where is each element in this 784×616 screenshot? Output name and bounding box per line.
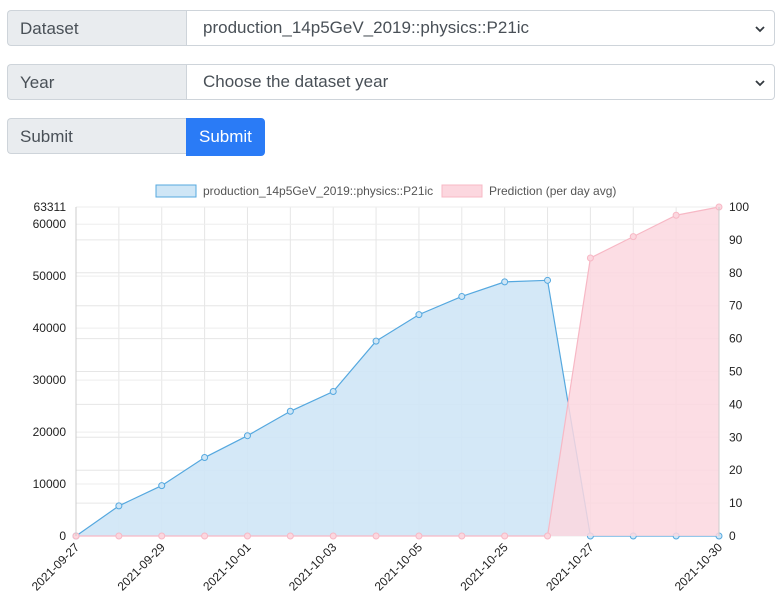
- right-axis-tick-label: 30: [729, 430, 743, 444]
- data-point: [372, 532, 380, 540]
- right-axis-tick-label: 0: [729, 529, 736, 543]
- dataset-label: Dataset: [7, 10, 186, 46]
- data-point: [286, 532, 294, 540]
- right-axis-tick-label: 20: [729, 463, 743, 477]
- data-point: [544, 276, 552, 284]
- left-axis-tick-label: 10000: [33, 477, 67, 491]
- data-point: [158, 532, 166, 540]
- x-axis-tick-label: 2021-10-05: [372, 540, 426, 594]
- left-axis-tick-label: 20000: [33, 425, 67, 439]
- x-axis-tick-label: 2021-10-01: [200, 540, 254, 594]
- data-point: [415, 532, 423, 540]
- dataset-row: Dataset production_14p5GeV_2019::physics…: [7, 10, 775, 48]
- data-point: [243, 432, 251, 440]
- left-axis-tick-label: 30000: [33, 373, 67, 387]
- left-axis-tick-label: 60000: [33, 217, 67, 231]
- chevron-down-icon: [755, 80, 765, 87]
- left-axis-tick-label: 40000: [33, 321, 67, 335]
- data-point: [458, 532, 466, 540]
- chevron-down-icon: [755, 26, 765, 33]
- legend-label-1: production_14p5GeV_2019::physics::P21ic: [203, 184, 433, 198]
- right-axis-tick-label: 90: [729, 233, 743, 247]
- right-axis-tick-label: 100: [729, 200, 749, 214]
- year-select[interactable]: Choose the dataset year: [186, 64, 775, 100]
- right-axis-tick-label: 60: [729, 332, 743, 346]
- x-axis-tick-label: 2021-10-25: [457, 540, 511, 594]
- legend-swatch-2: [441, 184, 483, 198]
- data-point: [243, 532, 251, 540]
- x-axis-tick-label: 2021-09-27: [29, 540, 83, 594]
- submit-button[interactable]: Submit: [186, 118, 265, 156]
- dataset-select-value: production_14p5GeV_2019::physics::P21ic: [203, 18, 530, 37]
- right-axis-tick-label: 80: [729, 266, 743, 280]
- left-axis-tick-label: 63311: [34, 200, 67, 214]
- right-axis-tick-label: 70: [729, 299, 743, 313]
- x-axis-tick-label: 2021-10-30: [672, 540, 726, 594]
- data-point: [201, 532, 209, 540]
- series-area-2: [76, 207, 719, 536]
- year-select-value: Choose the dataset year: [203, 72, 389, 91]
- right-axis-tick-label: 50: [729, 365, 743, 379]
- legend-label-2: Prediction (per day avg): [489, 184, 616, 198]
- data-point: [458, 292, 466, 300]
- series-line-2: [76, 206, 720, 537]
- right-axis-tick-label: 10: [729, 496, 743, 510]
- year-row: Year Choose the dataset year: [7, 64, 775, 102]
- legend-swatch-1: [155, 184, 197, 198]
- left-axis-tick-label: 50000: [33, 269, 67, 283]
- data-point: [629, 233, 637, 241]
- data-point: [586, 254, 594, 262]
- dataset-chart: production_14p5GeV_2019::physics::P21ic P…: [29, 184, 750, 594]
- submit-label: Submit: [7, 118, 186, 154]
- data-point: [329, 532, 337, 540]
- data-point: [201, 454, 209, 462]
- data-point: [115, 532, 123, 540]
- data-point: [329, 388, 337, 396]
- data-point: [158, 482, 166, 490]
- submit-row: Submit Submit: [7, 118, 265, 156]
- x-axis-tick-label: 2021-09-29: [115, 540, 169, 594]
- x-axis-tick-label: 2021-10-03: [286, 540, 340, 594]
- data-point: [501, 532, 509, 540]
- left-axis-tick-label: 0: [59, 529, 66, 543]
- data-point: [286, 407, 294, 415]
- data-point: [115, 502, 123, 510]
- year-label: Year: [7, 64, 186, 100]
- data-point: [415, 311, 423, 319]
- right-axis-tick-label: 40: [729, 397, 743, 411]
- chart-legend: production_14p5GeV_2019::physics::P21ic P…: [155, 184, 616, 198]
- x-axis-tick-label: 2021-10-27: [543, 540, 597, 594]
- data-point: [372, 337, 380, 345]
- dataset-select[interactable]: production_14p5GeV_2019::physics::P21ic: [186, 10, 775, 46]
- data-point: [672, 211, 680, 219]
- chart-areas: [72, 203, 723, 540]
- data-point: [544, 532, 552, 540]
- data-point: [501, 278, 509, 286]
